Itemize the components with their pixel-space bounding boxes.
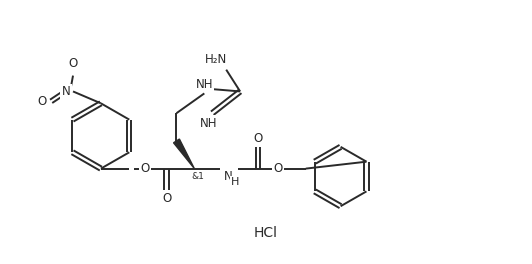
Text: N: N — [224, 170, 232, 183]
Text: NH: NH — [196, 78, 213, 91]
Text: O: O — [273, 162, 282, 175]
Text: NH: NH — [200, 117, 217, 130]
Text: HCl: HCl — [254, 226, 278, 240]
Text: O: O — [140, 162, 149, 175]
Text: H₂N: H₂N — [205, 53, 227, 66]
Text: O: O — [253, 133, 263, 145]
Text: &1: &1 — [191, 172, 204, 181]
Text: O: O — [69, 57, 78, 70]
Text: O: O — [162, 192, 171, 205]
Polygon shape — [173, 139, 194, 169]
Text: O: O — [38, 95, 47, 108]
Text: H: H — [231, 177, 239, 187]
Text: N: N — [62, 85, 70, 98]
